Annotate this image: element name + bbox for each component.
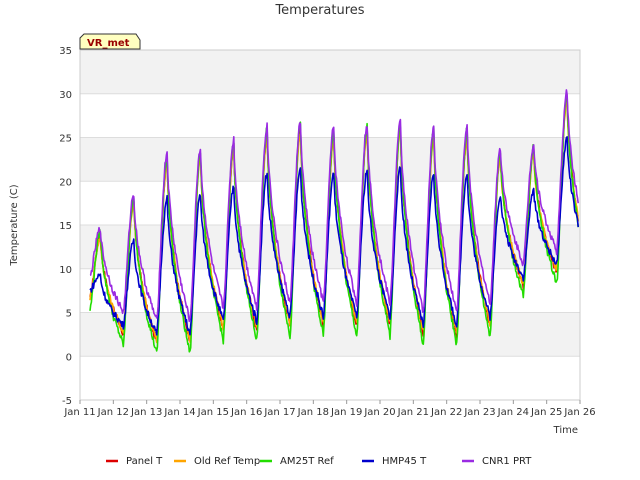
x-tick-label: Jan 16 bbox=[230, 407, 262, 418]
x-tick-label: Jan 22 bbox=[430, 407, 462, 418]
legend-label: CNR1 PRT bbox=[482, 456, 532, 467]
badge-box bbox=[79, 33, 141, 50]
y-tick-label: 0 bbox=[66, 352, 72, 363]
plot-frame bbox=[79, 49, 581, 401]
legend-label: AM25T Ref bbox=[280, 456, 334, 467]
x-tick-label: Jan 20 bbox=[363, 407, 395, 418]
y-tick-label: 30 bbox=[59, 90, 72, 101]
series-line-hmp45-t bbox=[89, 136, 579, 336]
y-tick-label: 20 bbox=[59, 177, 72, 188]
x-tick-label: Jan 25 bbox=[530, 407, 562, 418]
plot-band bbox=[80, 93, 580, 138]
x-axis-title: Time bbox=[553, 425, 578, 436]
y-tick-label: 25 bbox=[59, 134, 72, 145]
y-tick-label: 35 bbox=[59, 46, 72, 57]
x-tick-label: Jan 26 bbox=[563, 407, 595, 418]
y-tick-label: 10 bbox=[59, 265, 72, 276]
x-tick-label: Jan 23 bbox=[463, 407, 495, 418]
x-tick-label: Jan 21 bbox=[397, 407, 429, 418]
legend-label: Panel T bbox=[126, 456, 163, 467]
x-tick-label: Jan 12 bbox=[97, 407, 129, 418]
plot-band bbox=[80, 312, 580, 357]
plot-band bbox=[80, 50, 580, 94]
x-tick-label: Jan 18 bbox=[297, 407, 329, 418]
legend: Panel T Old Ref Temp AM25T Ref HMP45 T CNR1 … bbox=[106, 456, 532, 467]
y-tick-label: 5 bbox=[66, 309, 72, 320]
legend-label: HMP45 T bbox=[382, 456, 427, 467]
series-layer bbox=[89, 89, 579, 353]
plot-band bbox=[80, 268, 580, 313]
x-tick-label: Jan 11 bbox=[63, 407, 95, 418]
x-tick-label: Jan 19 bbox=[330, 407, 362, 418]
series-line-cnr1-prt bbox=[89, 89, 579, 323]
y-axis-ticks: -5 0 5 10 15 20 25 30 35 bbox=[59, 46, 72, 407]
x-tick-label: Jan 14 bbox=[163, 407, 195, 418]
x-tick-label: Jan 24 bbox=[497, 407, 529, 418]
x-tick-label: Jan 13 bbox=[130, 407, 162, 418]
x-tick-label: Jan 17 bbox=[263, 407, 295, 418]
x-tick-label: Jan 15 bbox=[197, 407, 229, 418]
chart-title: Temperatures bbox=[274, 3, 364, 18]
plot-band bbox=[80, 356, 580, 400]
badge-label: VR_met bbox=[87, 38, 130, 49]
y-tick-label: 15 bbox=[59, 221, 72, 232]
legend-label: Old Ref Temp bbox=[194, 456, 260, 467]
y-tick-label: -5 bbox=[62, 396, 72, 407]
x-axis-ticks: Jan 11 Jan 12 Jan 13 Jan 14 Jan 15 Jan 16 Jan … bbox=[63, 400, 596, 418]
badge: VR_met bbox=[79, 33, 141, 50]
y-axis-title: Temperature (C) bbox=[9, 184, 20, 266]
